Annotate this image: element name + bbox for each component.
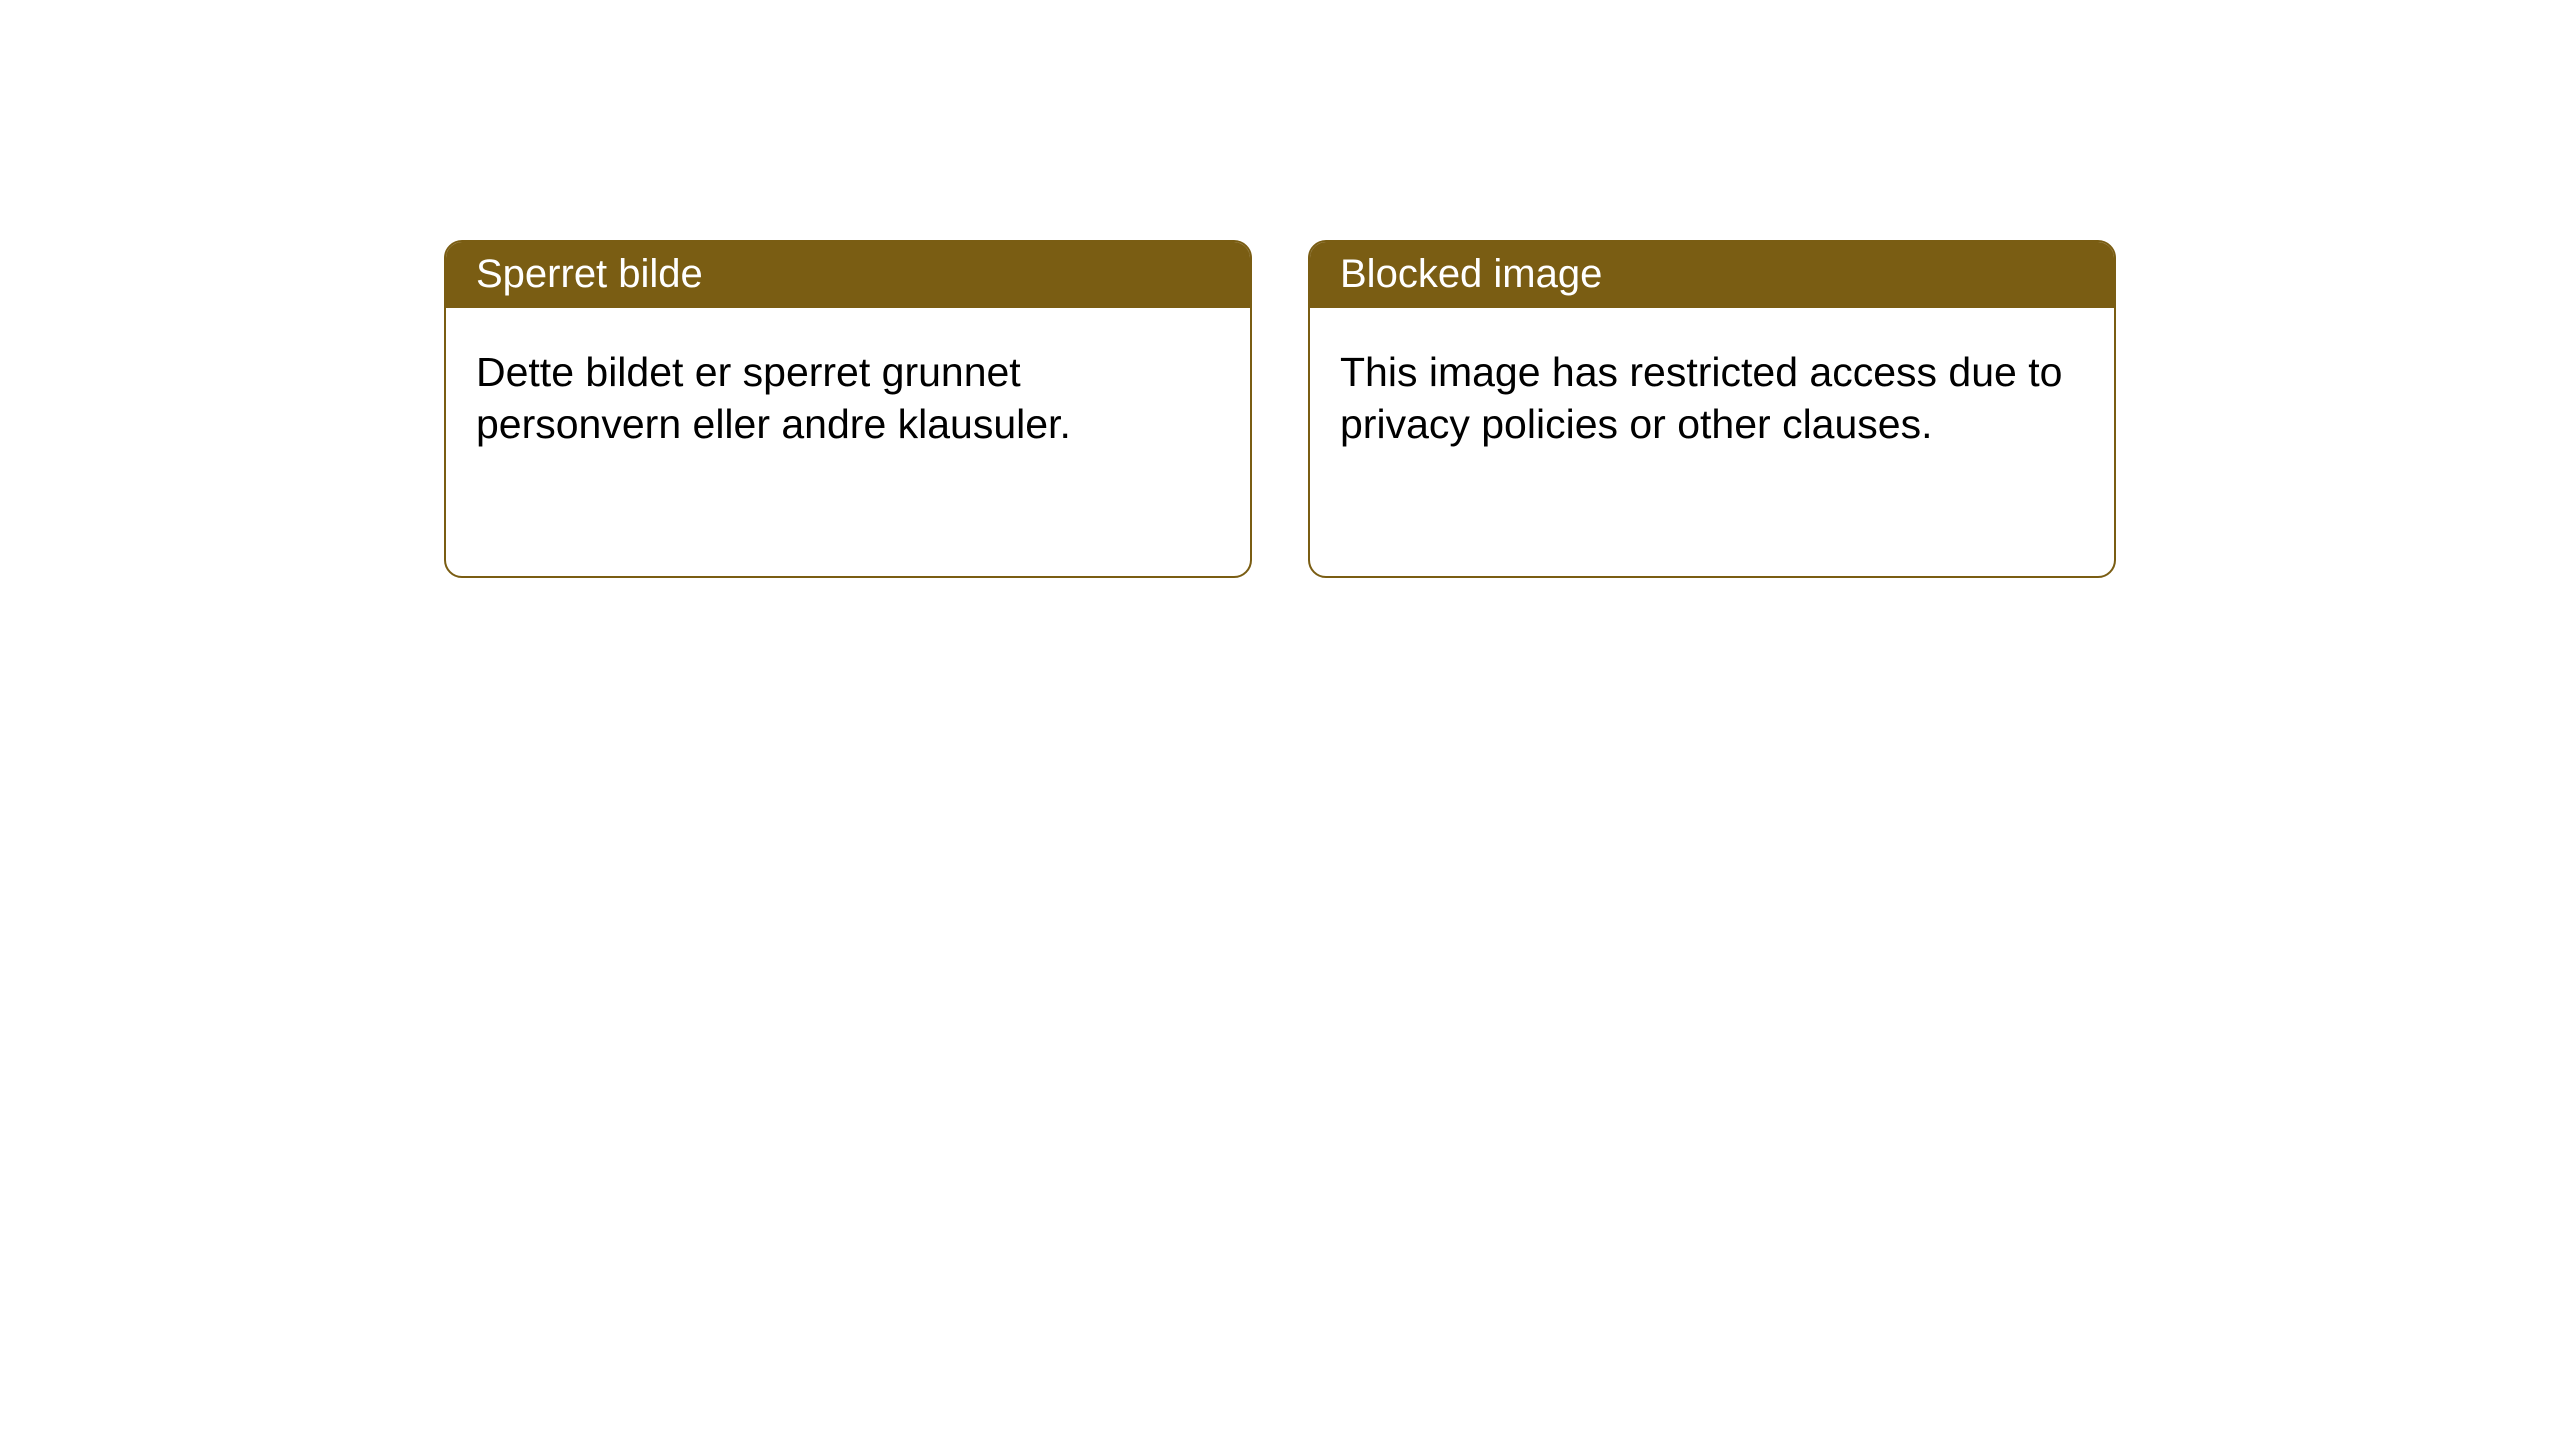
notice-card-norwegian: Sperret bilde Dette bildet er sperret gr… — [444, 240, 1252, 578]
notice-card-body: Dette bildet er sperret grunnet personve… — [446, 308, 1250, 576]
notice-card-body: This image has restricted access due to … — [1310, 308, 2114, 576]
notice-container: Sperret bilde Dette bildet er sperret gr… — [444, 240, 2116, 578]
notice-card-title: Blocked image — [1310, 242, 2114, 308]
notice-card-title: Sperret bilde — [446, 242, 1250, 308]
notice-card-english: Blocked image This image has restricted … — [1308, 240, 2116, 578]
